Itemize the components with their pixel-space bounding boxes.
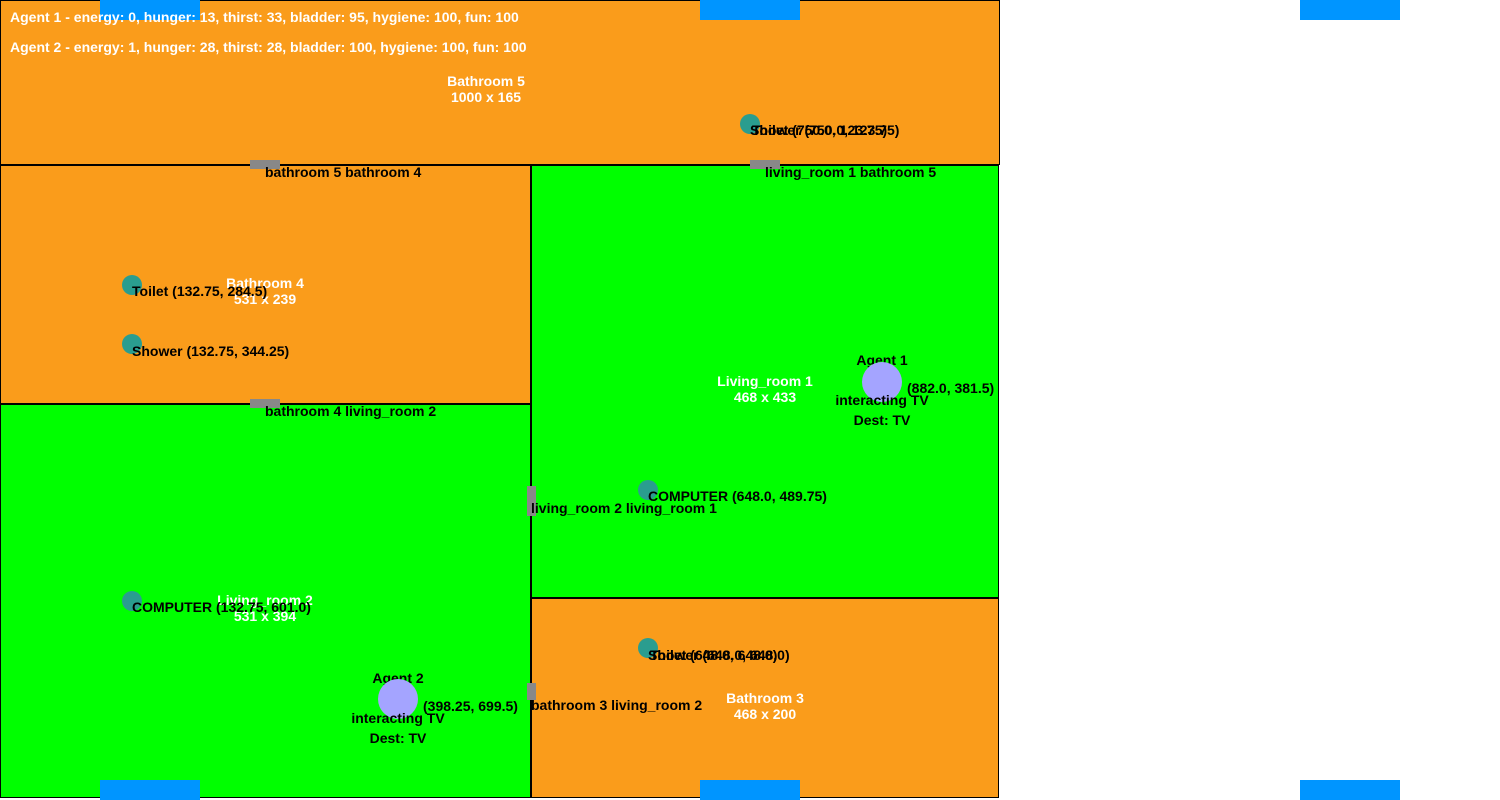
door-label: bathroom 4 living_room 2 bbox=[265, 403, 437, 419]
door-bathroom5-bathroom4[interactable] bbox=[250, 160, 280, 169]
computer-object[interactable] bbox=[122, 591, 142, 611]
window bbox=[100, 0, 200, 20]
object-label: Shower (750.0, 123.75) bbox=[750, 122, 900, 138]
room-living-room-2 bbox=[0, 404, 531, 798]
room-size: 1000 x 165 bbox=[450, 89, 522, 105]
object-label: Toilet (648.0, 648.0) bbox=[650, 647, 778, 663]
window bbox=[1300, 0, 1400, 20]
door-label: bathroom 3 living_room 2 bbox=[531, 697, 703, 713]
room-label-bathroom-5: Bathroom 5 1000 x 165 bbox=[447, 73, 525, 105]
agent-2-action: interacting TV bbox=[351, 710, 445, 726]
door-livingroom2-livingroom1[interactable] bbox=[527, 486, 536, 516]
door-livingroom1-bathroom5[interactable] bbox=[750, 160, 780, 169]
room-living-room-1 bbox=[531, 165, 999, 598]
window bbox=[100, 780, 200, 800]
room-size: 531 x 394 bbox=[233, 608, 297, 624]
room-name: Bathroom 3 bbox=[726, 690, 804, 706]
door-label: living_room 1 bathroom 5 bbox=[765, 164, 937, 180]
room-label-bathroom-3: Bathroom 3 468 x 200 bbox=[726, 690, 804, 722]
object-label: COMPUTER (648.0, 489.75) bbox=[648, 488, 827, 504]
agent-1-coords: (882.0, 381.5) bbox=[907, 380, 995, 396]
door-bathroom4-livingroom2[interactable] bbox=[250, 399, 280, 408]
window bbox=[1300, 780, 1400, 800]
door-bathroom3-livingroom2[interactable] bbox=[527, 683, 536, 700]
room-name: Bathroom 4 bbox=[226, 275, 304, 291]
window bbox=[700, 0, 800, 20]
agent-1-marker[interactable] bbox=[862, 362, 902, 402]
agent-1-status: Agent 1 - energy: 0, hunger: 13, thirst:… bbox=[10, 9, 519, 25]
door-label: living_room 2 living_room 1 bbox=[531, 500, 717, 516]
window bbox=[700, 780, 800, 800]
room-label-bathroom-4: Bathroom 4 531 x 239 bbox=[226, 275, 304, 307]
toilet-object[interactable] bbox=[122, 275, 142, 295]
room-bathroom-4 bbox=[0, 165, 531, 404]
shower-object[interactable] bbox=[638, 638, 658, 658]
room-bathroom-5 bbox=[0, 0, 1000, 165]
object-label: Shower (132.75, 344.25) bbox=[132, 343, 290, 359]
agent-1-name: Agent 1 bbox=[856, 352, 908, 368]
agent-2-marker[interactable] bbox=[378, 679, 418, 719]
room-name: Bathroom 5 bbox=[447, 73, 525, 89]
room-name: Living_room 1 bbox=[717, 373, 813, 389]
agent-2-destination: Dest: TV bbox=[369, 730, 427, 746]
object-label: COMPUTER (132.75, 601.0) bbox=[132, 599, 311, 615]
computer-object[interactable] bbox=[638, 480, 658, 500]
shower-object[interactable] bbox=[122, 334, 142, 354]
door-label: bathroom 5 bathroom 4 bbox=[265, 164, 422, 180]
agent-2-status: Agent 2 - energy: 1, hunger: 28, thirst:… bbox=[10, 39, 527, 55]
object-label: Toilet (750.0, 123.75) bbox=[752, 122, 888, 138]
room-label-living-room-1: Living_room 1 468 x 433 bbox=[717, 373, 813, 405]
room-size: 468 x 433 bbox=[733, 389, 797, 405]
room-bathroom-3 bbox=[531, 598, 999, 798]
object-label: Shower (648.0, 648.0) bbox=[648, 647, 790, 663]
shower-object[interactable] bbox=[740, 114, 760, 134]
room-name: Living_room 2 bbox=[217, 592, 313, 608]
agent-1-destination: Dest: TV bbox=[853, 412, 911, 428]
object-label: Toilet (132.75, 284.5) bbox=[132, 283, 268, 299]
agent-1-action: interacting TV bbox=[835, 392, 929, 408]
room-size: 468 x 200 bbox=[733, 706, 797, 722]
room-size: 531 x 239 bbox=[233, 291, 297, 307]
room-label-living-room-2: Living_room 2 531 x 394 bbox=[217, 592, 313, 624]
agent-2-coords: (398.25, 699.5) bbox=[423, 698, 518, 714]
